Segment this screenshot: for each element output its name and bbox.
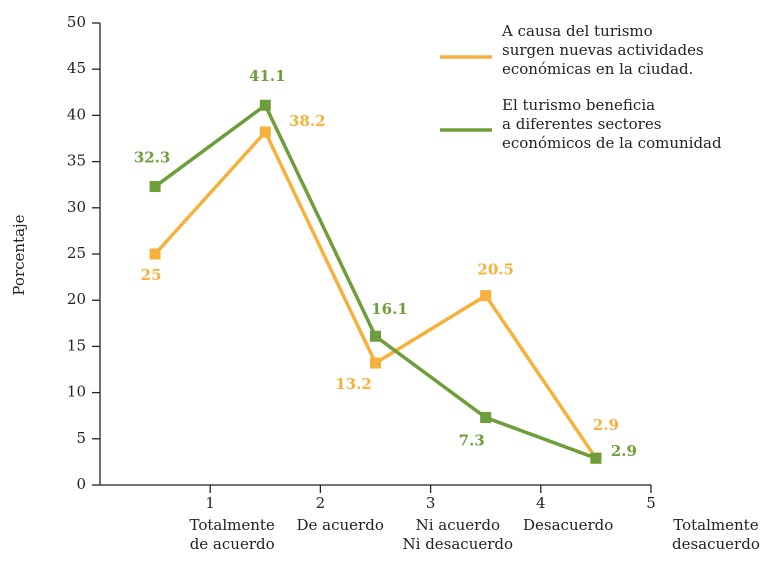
marker xyxy=(149,248,161,260)
category-label: Totalmente desacuerdo xyxy=(672,516,760,553)
data-label: 38.2 xyxy=(289,112,326,130)
series-line xyxy=(154,103,597,460)
y-tick-label: 35 xyxy=(67,152,86,170)
data-label: 2.9 xyxy=(593,416,619,434)
data-label: 41.1 xyxy=(249,67,286,85)
legend-label: El turismo beneficia a diferentes sector… xyxy=(502,96,722,152)
data-label: 25 xyxy=(141,266,162,284)
x-tick-label: 1 xyxy=(205,494,215,512)
marker xyxy=(259,99,271,111)
marker xyxy=(590,452,602,464)
x-tick-label: 3 xyxy=(426,494,436,512)
data-label: 20.5 xyxy=(477,261,514,279)
data-label: 13.2 xyxy=(335,375,372,393)
marker xyxy=(480,290,492,302)
y-tick-label: 30 xyxy=(67,198,86,216)
y-tick-label: 0 xyxy=(76,475,86,493)
y-tick-label: 20 xyxy=(67,290,86,308)
y-tick-label: 15 xyxy=(67,336,86,354)
marker xyxy=(370,330,381,342)
y-tick-label: 5 xyxy=(76,429,86,447)
x-tick-label: 5 xyxy=(646,494,656,512)
marker xyxy=(149,181,161,193)
category-label: Totalmente de acuerdo xyxy=(189,516,275,553)
x-tick-label: 4 xyxy=(536,494,546,512)
data-label: 32.3 xyxy=(134,149,171,167)
marker xyxy=(370,357,381,369)
marker xyxy=(480,412,492,424)
x-tick-label: 2 xyxy=(316,494,326,512)
data-label: 7.3 xyxy=(459,432,485,450)
y-tick-label: 40 xyxy=(67,105,86,123)
series-line xyxy=(153,130,598,460)
data-label: 16.1 xyxy=(371,300,408,318)
y-tick-label: 50 xyxy=(67,13,86,31)
y-axis-label: Porcentaje xyxy=(10,214,28,295)
category-label: Desacuerdo xyxy=(523,516,614,534)
marker xyxy=(259,126,271,138)
y-tick-label: 10 xyxy=(67,383,86,401)
legend-label: A causa del turismo surgen nuevas activi… xyxy=(502,22,704,78)
y-tick-label: 45 xyxy=(67,59,86,77)
category-label: Ni acuerdo Ni desacuerdo xyxy=(402,516,514,553)
category-label: De acuerdo xyxy=(296,516,384,534)
data-label: 2.9 xyxy=(611,442,637,460)
y-tick-label: 25 xyxy=(67,244,86,262)
